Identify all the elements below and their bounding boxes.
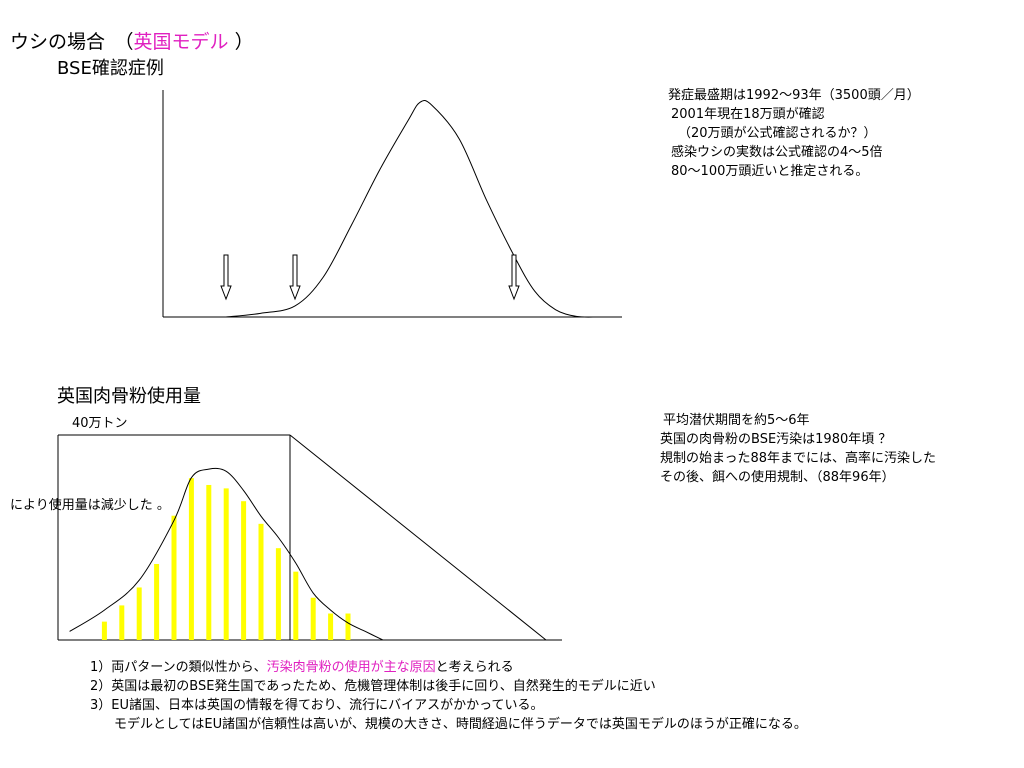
chart2-bar — [188, 478, 194, 640]
meat-bone-meal-chart: 40万トン — [57, 416, 562, 641]
conclusion-1-prefix: 1）両パターンの類似性から、 — [90, 660, 267, 675]
notes-top: 発症最盛期は1992～93年（3500頭／月） 2001年現在18万頭が確認 （… — [668, 86, 920, 181]
note-mid-3: 規制の始まった88年までには、高率に汚染した — [660, 451, 937, 466]
notes-mid: 平均潜伏期間を約5～6年 英国の肉骨粉のBSE汚染は1980年頃 ？ 規制の始ま… — [660, 411, 936, 487]
note-top-2: 2001年現在18万頭が確認 — [671, 107, 825, 122]
chart2-frame — [57, 434, 562, 641]
chart2-bar — [223, 488, 229, 640]
chart2-bar — [241, 501, 247, 640]
note-mid-2: 英国の肉骨粉のBSE汚染は1980年頃 ？ — [660, 432, 892, 447]
chart2-y-label: 40万トン — [72, 416, 128, 431]
chart2-bar — [258, 523, 264, 640]
chart1-annotation-arrow — [508, 254, 520, 301]
conclusion-2: 2）英国は最初のBSE発生国であったため、危機管理体制は後手に回り、自然発生的モ… — [90, 679, 656, 694]
chart2-bar — [101, 621, 107, 640]
title-suffix: ） — [228, 31, 254, 53]
chart2-bar — [310, 597, 316, 640]
chart2-bar — [119, 605, 125, 640]
chart2-usage-curve — [69, 467, 384, 641]
chart2-bars — [101, 478, 351, 640]
conclusions: 1）両パターンの類似性から、汚染肉骨粉の使用が主な原因と考えられる 2）英国は最… — [90, 658, 807, 734]
chart1-axes — [162, 90, 622, 318]
conclusion-4: モデルとしてはEU諸国が信頼性は高いが、規模の大きさ、時間経過に伴うデータでは英… — [114, 717, 807, 732]
chart2-title: 英国肉骨粉使用量 — [57, 386, 201, 407]
slide-title: ウシの場合 （英国モデル ） — [10, 27, 254, 54]
note-mid-4: その後、餌への使用規制、（88年96年） — [660, 470, 895, 485]
chart2-bar — [293, 571, 299, 640]
bse-cases-chart — [162, 90, 622, 318]
conclusion-1: 1）両パターンの類似性から、汚染肉骨粉の使用が主な原因と考えられる — [90, 658, 807, 677]
conclusion-1-highlight: 汚染肉骨粉の使用が主な原因 — [266, 660, 436, 675]
note-top-5: 80～100万頭近いと推定される。 — [671, 164, 869, 179]
note-mid-1: 平均潜伏期間を約5～6年 — [663, 413, 810, 428]
note-top-4: 感染ウシの実数は公式確認の4～5倍 — [671, 145, 883, 160]
title-highlight: 英国モデル — [133, 31, 229, 53]
chart1-title: BSE確認症例 — [57, 58, 164, 79]
chart2-bar — [206, 484, 212, 640]
chart2-bar — [328, 613, 334, 640]
chart1-cases-line — [225, 100, 598, 318]
chart2-bar — [136, 587, 142, 640]
conclusion-1-suffix: と考えられる — [435, 660, 514, 675]
chart2-bar — [154, 563, 160, 640]
chart2-bar — [275, 548, 281, 640]
chart2-bar — [345, 613, 351, 640]
chart2-decline-line — [289, 434, 547, 641]
chart2-bar — [171, 515, 177, 640]
chart1-annotations — [220, 254, 520, 301]
chart1-annotation-arrow — [220, 254, 232, 301]
left-note: により使用量は減少した 。 — [10, 498, 170, 513]
note-top-1: 発症最盛期は1992～93年（3500頭／月） — [668, 88, 920, 103]
chart1-annotation-arrow — [289, 254, 301, 301]
conclusion-3: 3）EU諸国、日本は英国の情報を得ており、流行にバイアスがかかっている。 — [90, 698, 544, 713]
note-top-3: （20万頭が公式確認されるか？） — [678, 126, 877, 141]
title-prefix: ウシの場合 （ — [10, 31, 134, 53]
